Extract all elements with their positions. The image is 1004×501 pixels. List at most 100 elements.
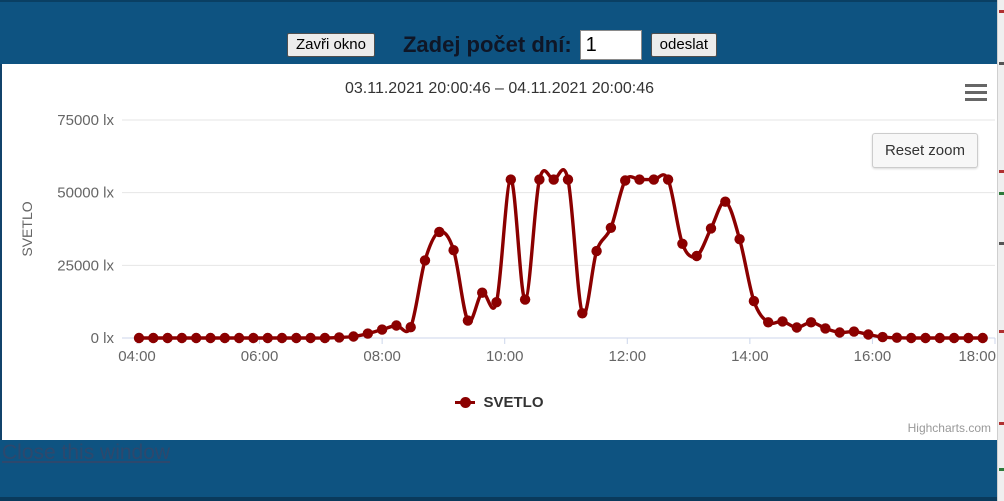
scrollbar[interactable] xyxy=(997,0,1004,501)
x-axis-label: 12:00 xyxy=(609,348,647,365)
data-point-marker[interactable] xyxy=(648,174,659,185)
data-point-marker[interactable] xyxy=(548,174,559,185)
data-point-marker[interactable] xyxy=(834,327,845,338)
chart-panel: 0 lx 25000 lx 50000 lx 75000 lx 04:00 06:00 08… xyxy=(0,64,997,440)
x-axis-label: 06:00 xyxy=(241,348,279,365)
data-point-marker[interactable] xyxy=(848,326,860,337)
x-axis-label: 10:00 xyxy=(486,348,524,365)
header-bar: Zavři okno Zadej počet dní: odeslat xyxy=(0,0,1004,64)
data-point-marker[interactable] xyxy=(662,174,674,185)
data-point-marker[interactable] xyxy=(906,332,917,344)
data-point-marker[interactable] xyxy=(233,332,245,344)
chart-context-menu-icon[interactable] xyxy=(965,84,987,101)
y-axis-title: SVETLO xyxy=(19,201,35,256)
x-axis-label: 16:00 xyxy=(854,348,892,365)
data-point-marker[interactable] xyxy=(276,332,288,344)
data-point-marker[interactable] xyxy=(291,332,302,344)
scrollbar-mark xyxy=(999,10,1004,13)
data-point-marker[interactable] xyxy=(534,174,545,185)
data-point-marker[interactable] xyxy=(376,324,388,335)
burger-bar xyxy=(965,91,987,94)
data-point-marker[interactable] xyxy=(934,332,945,344)
data-point-marker[interactable] xyxy=(262,332,273,344)
data-point-marker[interactable] xyxy=(491,297,502,308)
data-point-marker[interactable] xyxy=(348,331,359,342)
data-point-marker[interactable] xyxy=(477,287,488,298)
data-point-marker[interactable] xyxy=(677,238,688,249)
data-point-marker[interactable] xyxy=(877,331,888,343)
y-axis-label: 25000 lx xyxy=(57,257,114,274)
data-point-marker[interactable] xyxy=(248,332,259,344)
footer-bar: Close this window xyxy=(0,440,1004,501)
x-axis: 04:00 06:00 08:00 10:00 12:00 14:00 16:00 18:00 xyxy=(118,337,996,365)
scrollbar-mark xyxy=(999,192,1004,195)
scrollbar-mark xyxy=(999,62,1004,65)
scrollbar-mark xyxy=(999,468,1004,471)
data-point-marker[interactable] xyxy=(891,332,903,343)
data-point-marker[interactable] xyxy=(720,196,731,207)
data-point-marker[interactable] xyxy=(620,175,631,186)
data-point-marker[interactable] xyxy=(948,332,960,344)
data-point-marker[interactable] xyxy=(805,317,817,328)
days-count-label: Zadej počet dní: xyxy=(402,32,572,57)
data-point-marker[interactable] xyxy=(963,332,974,344)
data-point-marker[interactable] xyxy=(391,320,402,331)
data-point-marker[interactable] xyxy=(176,332,188,344)
data-point-marker[interactable] xyxy=(519,294,531,305)
data-point-marker[interactable] xyxy=(734,234,745,245)
data-point-marker[interactable] xyxy=(462,315,474,326)
close-window-button[interactable]: Zavři okno xyxy=(286,33,375,57)
burger-bar xyxy=(965,98,987,101)
data-point-marker[interactable] xyxy=(405,322,416,333)
data-point-marker[interactable] xyxy=(219,332,230,344)
series-markers xyxy=(133,174,988,344)
data-point-marker[interactable] xyxy=(148,332,159,344)
data-point-marker[interactable] xyxy=(191,332,202,344)
legend[interactable]: SVETLO xyxy=(2,394,997,411)
data-point-marker[interactable] xyxy=(205,332,216,344)
data-point-marker[interactable] xyxy=(434,226,445,238)
legend-label: SVETLO xyxy=(483,394,544,411)
data-point-marker[interactable] xyxy=(591,245,602,257)
data-point-marker[interactable] xyxy=(319,332,331,344)
data-point-marker[interactable] xyxy=(505,174,516,185)
data-point-marker[interactable] xyxy=(305,332,316,344)
y-gridlines: 0 lx 25000 lx 50000 lx 75000 lx xyxy=(57,112,995,347)
data-point-marker[interactable] xyxy=(562,174,574,185)
scrollbar-mark xyxy=(999,170,1004,173)
chart-plot-area[interactable]: 0 lx 25000 lx 50000 lx 75000 lx 04:00 06:00 08… xyxy=(2,64,997,440)
x-axis-label: 04:00 xyxy=(118,348,156,365)
data-point-marker[interactable] xyxy=(977,332,988,344)
y-axis-label: 75000 lx xyxy=(57,112,114,129)
scrollbar-mark xyxy=(999,422,1004,425)
data-point-marker[interactable] xyxy=(577,308,588,319)
data-point-marker[interactable] xyxy=(763,317,774,328)
highcharts-credits[interactable]: Highcharts.com xyxy=(907,421,991,435)
data-point-marker[interactable] xyxy=(748,295,760,307)
data-point-marker[interactable] xyxy=(448,245,459,256)
data-point-marker[interactable] xyxy=(777,316,788,327)
data-point-marker[interactable] xyxy=(362,328,373,339)
data-point-marker[interactable] xyxy=(162,332,173,344)
series-line-svetlo[interactable] xyxy=(137,168,985,340)
data-point-marker[interactable] xyxy=(419,255,431,266)
submit-button[interactable]: odeslat xyxy=(650,33,718,57)
reset-zoom-button[interactable]: Reset zoom xyxy=(871,133,978,168)
data-point-marker[interactable] xyxy=(691,250,702,262)
y-axis-label: 50000 lx xyxy=(57,185,114,202)
y-axis-label: 0 lx xyxy=(91,330,115,347)
data-point-marker[interactable] xyxy=(334,332,345,343)
data-point-marker[interactable] xyxy=(791,322,802,333)
burger-bar xyxy=(965,84,987,87)
legend-dot-icon xyxy=(460,397,472,408)
data-point-marker[interactable] xyxy=(920,332,931,344)
data-point-marker[interactable] xyxy=(820,323,831,334)
data-point-marker[interactable] xyxy=(634,174,645,185)
close-window-link[interactable]: Close this window xyxy=(2,441,171,464)
days-count-input[interactable] xyxy=(579,30,642,60)
data-point-marker[interactable] xyxy=(863,329,874,340)
data-point-marker[interactable] xyxy=(705,223,717,234)
data-point-marker[interactable] xyxy=(605,222,617,233)
data-point-marker[interactable] xyxy=(133,332,145,344)
